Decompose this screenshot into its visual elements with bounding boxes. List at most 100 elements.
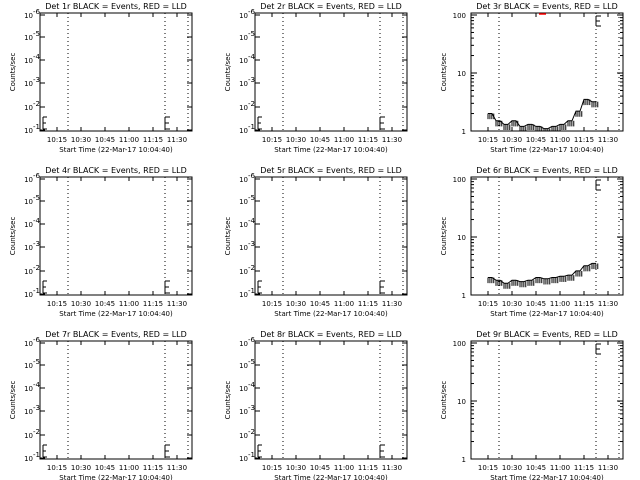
y-tick-label: 10 [24,80,33,88]
y-tick-exponent: -3 [248,404,255,412]
y-tick-exponent: -6 [248,8,256,16]
y-tick-label: 10 [239,268,248,276]
y-tick-label: 10 [239,432,248,440]
y-tick-label: 10 [457,234,466,242]
event-marker [42,444,47,458]
x-tick-label: 11:15 [574,300,594,308]
x-tick-label: 10:30 [71,464,91,472]
x-tick-label: 11:30 [382,300,402,308]
x-tick-label: 11:00 [550,300,570,308]
y-tick-label: 10 [239,455,248,463]
y-tick-exponent: -3 [33,76,40,84]
y-tick-label: 10 [239,176,248,184]
y-tick-label: 10 [457,398,466,406]
y-tick-label: 10 [24,408,33,416]
panel-det-9r: Det 9r BLACK = Events, RED = LLD 10:15 10:… [440,330,624,480]
panel-title: Det 1r BLACK = Events, RED = LLD [45,2,187,11]
panel-det-1r: Det 1r BLACK = Events, RED = LLD 10:15 10:… [9,2,193,154]
y-axis-label: Counts/sec [440,217,448,256]
y-tick-exponent: -3 [248,76,255,84]
y-tick-label: 10 [24,221,33,229]
x-tick-label: 10:30 [71,136,91,144]
y-tick-label: 10 [24,127,33,135]
x-tick-label: 10:15 [262,300,282,308]
x-tick-label: 10:30 [286,300,306,308]
x-tick-label: 11:15 [143,464,163,472]
x-tick-label: 11:00 [119,300,139,308]
y-tick-exponent: -5 [33,194,40,202]
y-tick-exponent: -3 [33,240,40,248]
x-tick-label: 11:15 [358,136,378,144]
y-tick-label: 100 [453,12,466,20]
y-tick-exponent: -4 [248,381,256,389]
y-axis-label: Counts/sec [224,381,232,420]
x-axis-label: Start Time (22-Mar-17 10:04:40) [274,146,388,154]
x-tick-label: 10:45 [526,464,546,472]
x-tick-label: 10:30 [71,300,91,308]
y-tick-label: 10 [24,176,33,184]
x-axis-label: Start Time (22-Mar-17 10:04:40) [490,474,604,480]
y-tick-exponent: -4 [33,217,41,225]
y-tick-label: 10 [239,57,248,65]
y-axis-label: Counts/sec [440,381,448,420]
y-tick-label: 10 [24,12,33,20]
y-tick-label: 10 [239,104,248,112]
y-tick-label: 100 [453,340,466,348]
event-marker [42,280,47,294]
event-marker [379,444,385,458]
x-tick-label: 11:00 [119,464,139,472]
x-tick-label: 11:00 [550,464,570,472]
y-tick-label: 1 [462,292,466,300]
y-tick-label: 10 [239,362,248,370]
x-axis-label: Start Time (22-Mar-17 10:04:40) [59,310,173,318]
y-tick-label: 10 [239,385,248,393]
x-tick-label: 10:30 [286,136,306,144]
plot-frame [39,12,193,132]
x-tick-label: 10:15 [47,136,67,144]
y-tick-label: 10 [24,362,33,370]
y-tick-exponent: -1 [248,123,255,131]
panel-det-3r: Det 3r BLACK = Events, RED = LLD 10:15 10:… [440,2,624,154]
y-tick-label: 10 [239,198,248,206]
x-tick-label: 10:15 [262,136,282,144]
x-tick-label: 10:15 [478,136,498,144]
panel-det-7r: Det 7r BLACK = Events, RED = LLD 10:15 10:… [9,330,193,480]
x-tick-label: 10:45 [95,136,115,144]
y-tick-exponent: -6 [33,172,41,180]
x-tick-label: 11:30 [598,136,618,144]
y-tick-exponent: -1 [33,123,40,131]
y-tick-label: 10 [24,34,33,42]
x-tick-label: 10:30 [502,464,522,472]
y-tick-label: 100 [453,176,466,184]
x-tick-label: 11:00 [119,136,139,144]
y-tick-label: 10 [24,455,33,463]
panel-title: Det 3r BLACK = Events, RED = LLD [476,2,618,11]
x-axis-label: Start Time (22-Mar-17 10:04:40) [490,146,604,154]
x-tick-label: 11:00 [550,136,570,144]
plot-frame [254,340,408,460]
y-tick-label: 1 [462,456,466,464]
y-axis-label: Counts/sec [9,381,17,420]
y-tick-exponent: -5 [33,358,40,366]
y-tick-exponent: -5 [248,30,255,38]
plot-frame [254,12,408,132]
plot-frame [470,12,624,132]
panel-title: Det 9r BLACK = Events, RED = LLD [476,330,618,339]
y-tick-exponent: -2 [248,428,255,436]
x-tick-label: 11:00 [334,464,354,472]
y-tick-exponent: -4 [33,381,41,389]
y-tick-label: 10 [239,34,248,42]
event-marker [595,15,601,27]
y-tick-label: 1 [462,128,466,136]
panel-title: Det 2r BLACK = Events, RED = LLD [260,2,402,11]
x-tick-label: 10:45 [95,300,115,308]
y-tick-exponent: -2 [248,100,255,108]
panel-det-6r: Det 6r BLACK = Events, RED = LLD 10:15 10:… [440,166,624,318]
panel-title: Det 6r BLACK = Events, RED = LLD [476,166,618,175]
y-tick-label: 10 [24,198,33,206]
x-axis-label: Start Time (22-Mar-17 10:04:40) [490,310,604,318]
y-tick-exponent: -5 [248,194,255,202]
y-tick-label: 10 [239,221,248,229]
x-tick-label: 10:30 [286,464,306,472]
x-tick-label: 11:30 [167,464,187,472]
